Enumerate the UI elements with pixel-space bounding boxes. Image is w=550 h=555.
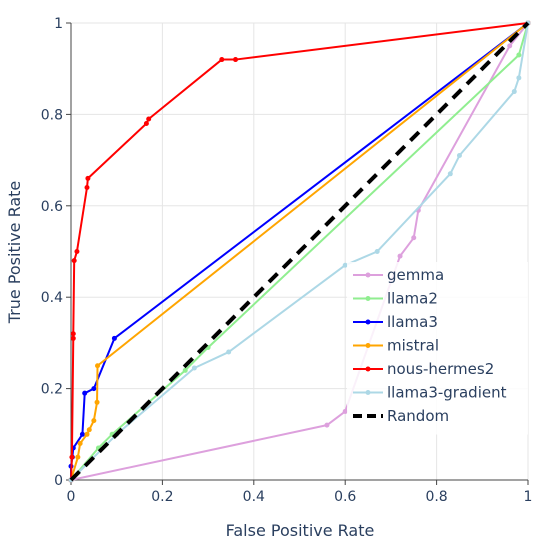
point-llama2-3 <box>182 367 188 373</box>
point-llama3-gradient-8 <box>511 89 517 95</box>
legend-item-mistral[interactable]: mistral <box>353 337 439 355</box>
legend-item-nous-hermes2[interactable]: nous-hermes2 <box>353 360 494 378</box>
point-nous-hermes2-4 <box>71 258 77 264</box>
legend-background <box>347 262 528 435</box>
legend-item-llama3-gradient[interactable]: llama3-gradient <box>353 384 507 402</box>
point-llama3-gradient-2 <box>191 365 197 371</box>
point-nous-hermes2-11 <box>233 57 239 63</box>
point-llama3-gradient-5 <box>374 249 380 254</box>
x-axis-title: False Positive Rate <box>226 521 375 540</box>
y-tick-label-3: 0.6 <box>41 199 63 215</box>
y-tick-label-5: 1 <box>54 16 63 32</box>
point-mistral-3 <box>84 431 90 437</box>
series-line-gemma <box>70 22 529 481</box>
legend-item-gemma[interactable]: gemma <box>353 266 444 284</box>
point-mistral-5 <box>91 418 97 424</box>
legend-marker-gemma <box>365 272 371 278</box>
point-nous-hermes2-1 <box>69 454 75 460</box>
point-gemma-3 <box>397 253 403 259</box>
x-tick-label-5: 1 <box>524 489 533 505</box>
point-gemma-6 <box>507 43 513 49</box>
point-mistral-7 <box>95 363 101 369</box>
legend-item-random[interactable]: Random <box>353 407 449 425</box>
legend-label-mistral: mistral <box>387 337 439 355</box>
point-mistral-6 <box>94 399 100 405</box>
legend-label-llama3: llama3 <box>387 313 438 331</box>
legend-marker-llama3 <box>365 319 371 325</box>
point-gemma-1 <box>324 422 330 428</box>
point-llama3-6 <box>91 386 97 392</box>
point-llama3-7 <box>111 335 117 341</box>
point-nous-hermes2-5 <box>74 249 80 254</box>
x-tick-label-4: 0.8 <box>425 489 447 505</box>
point-llama3-4 <box>79 431 85 437</box>
x-tick-label-3: 0.6 <box>334 489 356 505</box>
legend-label-llama3-gradient: llama3-gradient <box>387 384 507 402</box>
y-tick-label-0: 0 <box>54 473 63 489</box>
point-llama3-gradient-6 <box>447 171 453 177</box>
point-gemma-2 <box>342 408 348 414</box>
point-nous-hermes2-10 <box>219 57 225 63</box>
legend-label-llama2: llama2 <box>387 290 438 308</box>
point-llama3-gradient-7 <box>456 153 462 159</box>
series-line-random <box>69 21 530 482</box>
point-llama3-5 <box>82 390 88 396</box>
point-llama3-gradient-9 <box>516 75 522 81</box>
legend: gemma llama2 llama3 mistral nous-hermes2 llam… <box>347 262 528 435</box>
point-nous-hermes2-7 <box>85 175 91 181</box>
series-random <box>69 21 530 482</box>
series-gemma <box>68 20 531 483</box>
axes: 0 0.2 0.4 0.6 0.8 1 0 0.2 0.4 0.6 0.8 1 <box>41 16 533 505</box>
legend-label-random: Random <box>387 407 449 425</box>
y-axis-title: True Positive Rate <box>5 181 24 325</box>
legend-marker-llama2 <box>365 296 371 301</box>
point-nous-hermes2-6 <box>84 185 90 191</box>
x-tick-label-0: 0 <box>67 489 76 505</box>
legend-marker-mistral <box>365 343 371 348</box>
point-gemma-4 <box>411 235 417 241</box>
point-nous-hermes2-9 <box>146 116 152 122</box>
x-tick-label-1: 0.2 <box>151 489 173 505</box>
point-mistral-1 <box>75 454 81 460</box>
x-tick-label-2: 0.4 <box>243 489 265 505</box>
point-nous-hermes2-8 <box>143 121 149 127</box>
point-nous-hermes2-2 <box>70 335 76 341</box>
y-tick-label-4: 0.8 <box>41 107 63 123</box>
series-layer <box>68 20 531 483</box>
legend-marker-llama3-gradient <box>365 390 371 395</box>
legend-label-nous-hermes2: nous-hermes2 <box>387 360 494 378</box>
point-llama3-gradient-3 <box>226 349 232 355</box>
legend-marker-nous-hermes2 <box>365 366 371 372</box>
point-nous-hermes2-3 <box>70 331 76 337</box>
point-llama2-5 <box>516 52 522 58</box>
point-mistral-4 <box>86 427 92 433</box>
y-tick-label-2: 0.4 <box>41 290 63 306</box>
point-llama3-gradient-4 <box>342 262 348 268</box>
point-mistral-2 <box>77 440 83 446</box>
legend-item-llama3[interactable]: llama3 <box>353 313 438 331</box>
legend-label-gemma: gemma <box>387 266 444 284</box>
legend-item-llama2[interactable]: llama2 <box>353 290 438 308</box>
y-tick-label-1: 0.2 <box>41 382 63 398</box>
